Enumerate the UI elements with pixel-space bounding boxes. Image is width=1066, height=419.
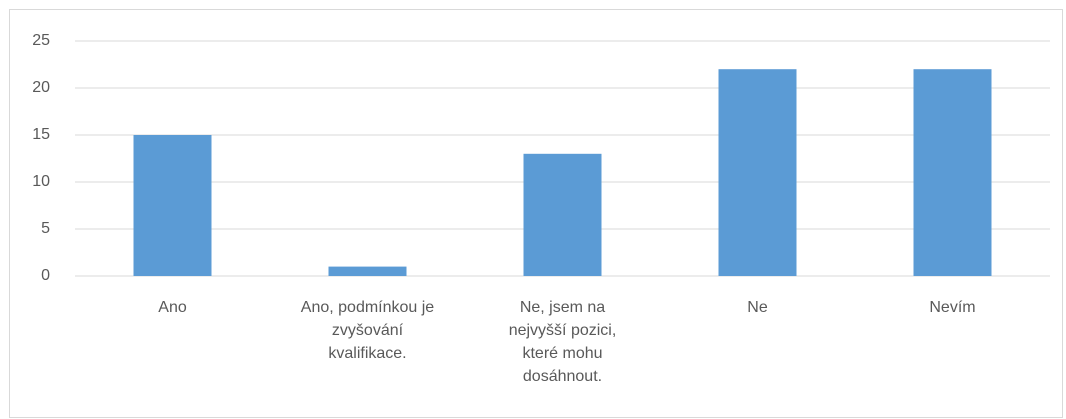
bar [913, 69, 992, 276]
y-tick-label: 15 [32, 126, 50, 143]
y-tick-label: 0 [41, 267, 50, 284]
bar [523, 153, 602, 276]
x-tick-label: Ano, podmínkou je zvyšování kvalifikace. [300, 299, 435, 362]
bar [718, 69, 797, 276]
y-tick-label: 20 [32, 79, 50, 96]
bar [328, 266, 407, 276]
x-tick-label: Ne [747, 299, 768, 316]
x-tick-label: Nevím [929, 299, 976, 316]
bar [133, 135, 212, 276]
x-tick-label: Ano [158, 299, 187, 316]
y-tick-label: 10 [32, 173, 50, 190]
y-tick-label: 5 [41, 220, 50, 237]
x-tick-label: Ne, jsem na nejvyšší pozici, které mohu … [508, 299, 617, 385]
y-tick-label: 25 [32, 32, 50, 49]
